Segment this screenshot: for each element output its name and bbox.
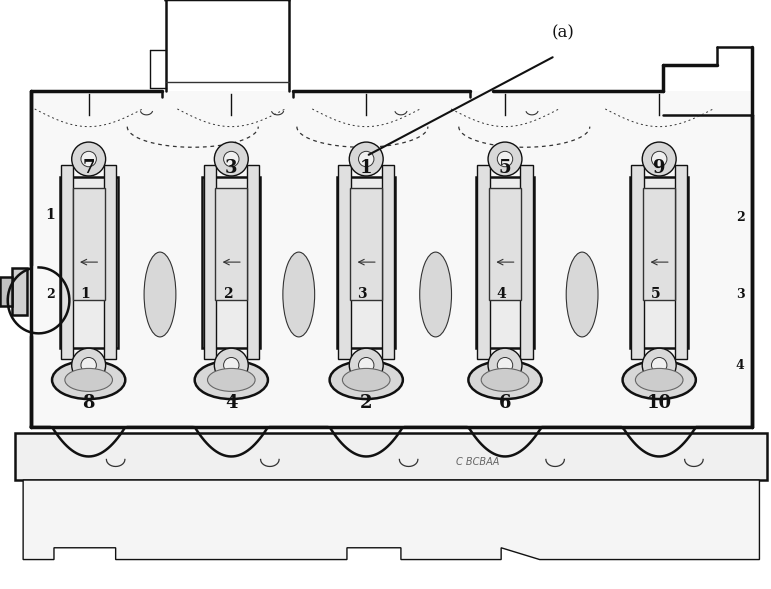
Circle shape: [72, 142, 106, 176]
Bar: [350, 188, 382, 299]
Polygon shape: [0, 277, 12, 306]
Ellipse shape: [52, 360, 125, 399]
Circle shape: [642, 348, 676, 382]
Bar: [643, 188, 675, 299]
Ellipse shape: [131, 224, 189, 365]
Ellipse shape: [270, 224, 328, 365]
Text: 2: 2: [223, 287, 232, 302]
Ellipse shape: [144, 252, 176, 337]
Text: 3: 3: [358, 287, 367, 302]
Bar: [489, 188, 521, 299]
Bar: [382, 165, 394, 359]
Polygon shape: [31, 91, 752, 427]
Text: 1: 1: [45, 208, 55, 222]
Circle shape: [359, 358, 374, 373]
Bar: [520, 165, 533, 359]
Bar: [675, 165, 687, 359]
Bar: [247, 165, 259, 359]
Text: C BCBAA: C BCBAA: [456, 458, 500, 467]
Circle shape: [72, 348, 106, 382]
Text: 5: 5: [651, 287, 660, 302]
Bar: [631, 177, 689, 348]
Text: 6: 6: [499, 395, 511, 412]
Ellipse shape: [342, 369, 390, 392]
Bar: [477, 165, 490, 359]
Text: 4: 4: [225, 395, 237, 412]
Ellipse shape: [65, 369, 113, 392]
Ellipse shape: [207, 369, 255, 392]
Text: 5: 5: [499, 159, 511, 177]
Text: 3: 3: [225, 159, 237, 177]
Bar: [202, 177, 261, 348]
Ellipse shape: [566, 252, 598, 337]
Circle shape: [81, 358, 96, 373]
Text: 1: 1: [80, 287, 89, 302]
Text: 4: 4: [497, 287, 506, 302]
Circle shape: [214, 348, 248, 382]
Bar: [72, 188, 105, 299]
Bar: [631, 165, 644, 359]
Ellipse shape: [553, 224, 611, 365]
Text: 2: 2: [360, 395, 372, 412]
Bar: [61, 165, 73, 359]
Text: 10: 10: [647, 395, 672, 412]
Bar: [204, 165, 216, 359]
Ellipse shape: [468, 360, 541, 399]
Polygon shape: [31, 427, 752, 456]
Circle shape: [488, 348, 522, 382]
Bar: [338, 165, 351, 359]
Bar: [338, 177, 395, 348]
Circle shape: [497, 151, 513, 167]
Circle shape: [224, 358, 239, 373]
Text: (a): (a): [551, 24, 574, 41]
Ellipse shape: [481, 369, 529, 392]
Text: 8: 8: [82, 395, 95, 412]
Circle shape: [214, 142, 248, 176]
Circle shape: [81, 151, 96, 167]
Text: 3: 3: [736, 288, 745, 301]
Circle shape: [488, 142, 522, 176]
Text: 7: 7: [82, 159, 95, 177]
Circle shape: [224, 151, 239, 167]
Ellipse shape: [194, 360, 268, 399]
Ellipse shape: [623, 360, 696, 399]
Circle shape: [642, 142, 676, 176]
Circle shape: [651, 358, 667, 373]
Ellipse shape: [329, 360, 402, 399]
Circle shape: [497, 358, 513, 373]
Text: 9: 9: [653, 159, 665, 177]
Circle shape: [349, 348, 383, 382]
Circle shape: [349, 142, 383, 176]
Polygon shape: [12, 268, 27, 315]
Text: 2: 2: [45, 288, 55, 301]
Text: 4: 4: [736, 359, 745, 372]
Text: 1: 1: [360, 159, 372, 177]
Polygon shape: [23, 480, 759, 560]
Ellipse shape: [419, 252, 452, 337]
Ellipse shape: [406, 224, 464, 365]
Bar: [215, 188, 247, 299]
Circle shape: [359, 151, 374, 167]
Polygon shape: [15, 433, 767, 480]
Ellipse shape: [283, 252, 315, 337]
Ellipse shape: [635, 369, 683, 392]
Text: 2: 2: [736, 211, 745, 224]
Bar: [104, 165, 116, 359]
Bar: [476, 177, 534, 348]
Bar: [60, 177, 118, 348]
Circle shape: [651, 151, 667, 167]
